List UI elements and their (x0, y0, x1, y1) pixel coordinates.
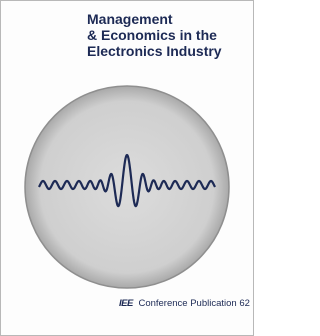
title-line: Electronics Industry (87, 43, 222, 59)
book-cover: Management & Economics in the Electronic… (0, 0, 254, 336)
title-line: & Economics in the (87, 27, 222, 43)
publisher-logo: IEE (119, 298, 133, 309)
title-line: Management (87, 11, 222, 27)
circle (25, 86, 229, 288)
footer: IEE Conference Publication 62 (119, 298, 250, 309)
series: Conference Publication 62 (138, 298, 249, 309)
title: Management & Economics in the Electronic… (87, 11, 222, 59)
